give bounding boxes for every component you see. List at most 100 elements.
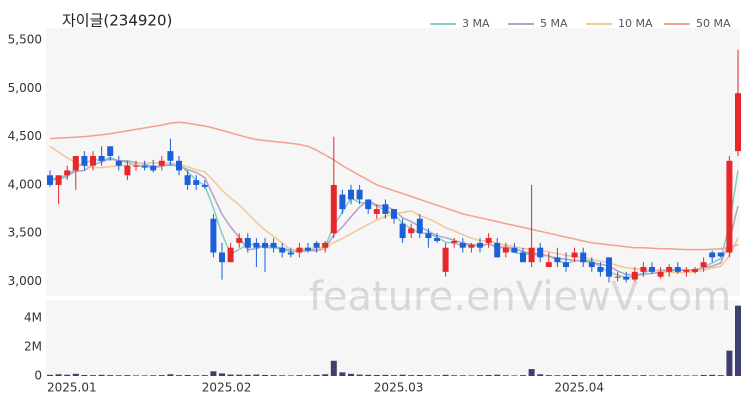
volume-bar <box>459 375 466 376</box>
candle-body <box>511 247 518 253</box>
candle-body <box>434 238 440 241</box>
candle-body <box>649 267 655 272</box>
candle-body <box>606 257 612 277</box>
volume-bar <box>528 369 535 376</box>
candle-body <box>64 170 71 176</box>
volume-bar <box>98 374 105 376</box>
volume-bar <box>606 375 612 376</box>
candle-body <box>459 242 466 248</box>
candle-body <box>98 155 105 161</box>
x-tick-label: 2025.02 <box>202 381 252 395</box>
candle-body <box>640 267 647 272</box>
volume-bar <box>726 350 733 376</box>
volume-bar <box>511 375 518 376</box>
volume-bar <box>253 374 260 376</box>
y-tick-label: 5,500 <box>8 33 42 47</box>
candle-body <box>571 252 578 258</box>
volume-bar <box>322 374 329 376</box>
volume-bar <box>468 375 475 376</box>
candle-body <box>425 233 432 239</box>
volume-bar <box>348 373 354 376</box>
volume-bar <box>408 375 415 376</box>
candle-body <box>90 155 96 166</box>
volume-bar <box>219 373 225 376</box>
candle-body <box>502 247 509 253</box>
volume-bar <box>150 375 157 376</box>
volume-bar <box>425 375 432 376</box>
candle-body <box>279 247 286 253</box>
candle-body <box>184 175 191 185</box>
candle-body <box>305 247 311 251</box>
candle-body <box>597 267 604 272</box>
candle-body <box>451 240 458 243</box>
volume-bar <box>262 374 268 376</box>
volume-bar <box>434 375 440 376</box>
candle-body <box>554 257 561 263</box>
candle-body <box>580 252 587 263</box>
candle-body <box>563 262 569 268</box>
candle-body <box>193 180 200 185</box>
volume-bar <box>735 305 741 376</box>
candle-body <box>296 247 303 253</box>
volume-bar <box>442 374 449 376</box>
candle-body <box>150 165 157 171</box>
volume-bar <box>296 375 303 376</box>
volume-bar <box>373 374 380 376</box>
volume-bar <box>563 375 569 376</box>
volume-bar <box>700 374 707 376</box>
candle-body <box>623 276 630 280</box>
volume-bar <box>623 375 630 376</box>
candle-body <box>133 165 139 167</box>
y-tick-label: 4M <box>24 310 42 324</box>
candle-body <box>47 175 53 185</box>
volume-bar <box>640 375 647 376</box>
candle-body <box>167 151 174 161</box>
candle-body <box>219 252 225 263</box>
candle-body <box>322 242 329 248</box>
y-tick-label: 4,000 <box>8 177 42 191</box>
volume-bar <box>485 374 492 376</box>
candle-body <box>537 247 544 258</box>
candle-body <box>416 218 423 234</box>
volume-bar <box>55 374 62 376</box>
candle-body <box>201 184 208 187</box>
price-panel <box>46 28 740 296</box>
x-tick-label: 2025.04 <box>554 381 604 395</box>
candle-body <box>244 238 251 248</box>
volume-panel <box>46 300 740 376</box>
candle-body <box>666 267 673 272</box>
y-tick-label: 2M <box>24 339 42 353</box>
candle-body <box>124 165 131 176</box>
volume-bar <box>167 374 174 376</box>
candle-body <box>270 242 277 248</box>
volume-bar <box>382 374 389 376</box>
volume-bar <box>709 374 716 376</box>
candle-body <box>614 276 621 278</box>
candle-body <box>313 242 320 248</box>
candle-body <box>717 252 724 257</box>
candle-body <box>494 242 501 258</box>
volume-bar <box>279 375 286 376</box>
candle-body <box>348 189 354 200</box>
volume-bar <box>494 374 501 376</box>
volume-bar <box>201 375 208 376</box>
candle-body <box>735 93 741 152</box>
candle-body <box>657 271 664 277</box>
y-tick-label: 0 <box>34 369 42 383</box>
volume-bar <box>330 360 337 376</box>
candle-body <box>236 238 243 243</box>
candle-body <box>408 228 415 234</box>
candle-body <box>442 247 449 272</box>
volume-bar <box>193 375 200 376</box>
volume-bar <box>717 375 724 376</box>
volume-bar <box>391 375 397 376</box>
candle-body <box>356 189 363 200</box>
volume-bar <box>124 375 131 376</box>
y-tick-label: 5,000 <box>8 81 42 95</box>
volume-bar <box>399 374 406 376</box>
volume-bar <box>244 374 251 376</box>
candle-body <box>528 247 535 263</box>
candle-body <box>709 252 716 258</box>
candle-body <box>330 184 337 234</box>
